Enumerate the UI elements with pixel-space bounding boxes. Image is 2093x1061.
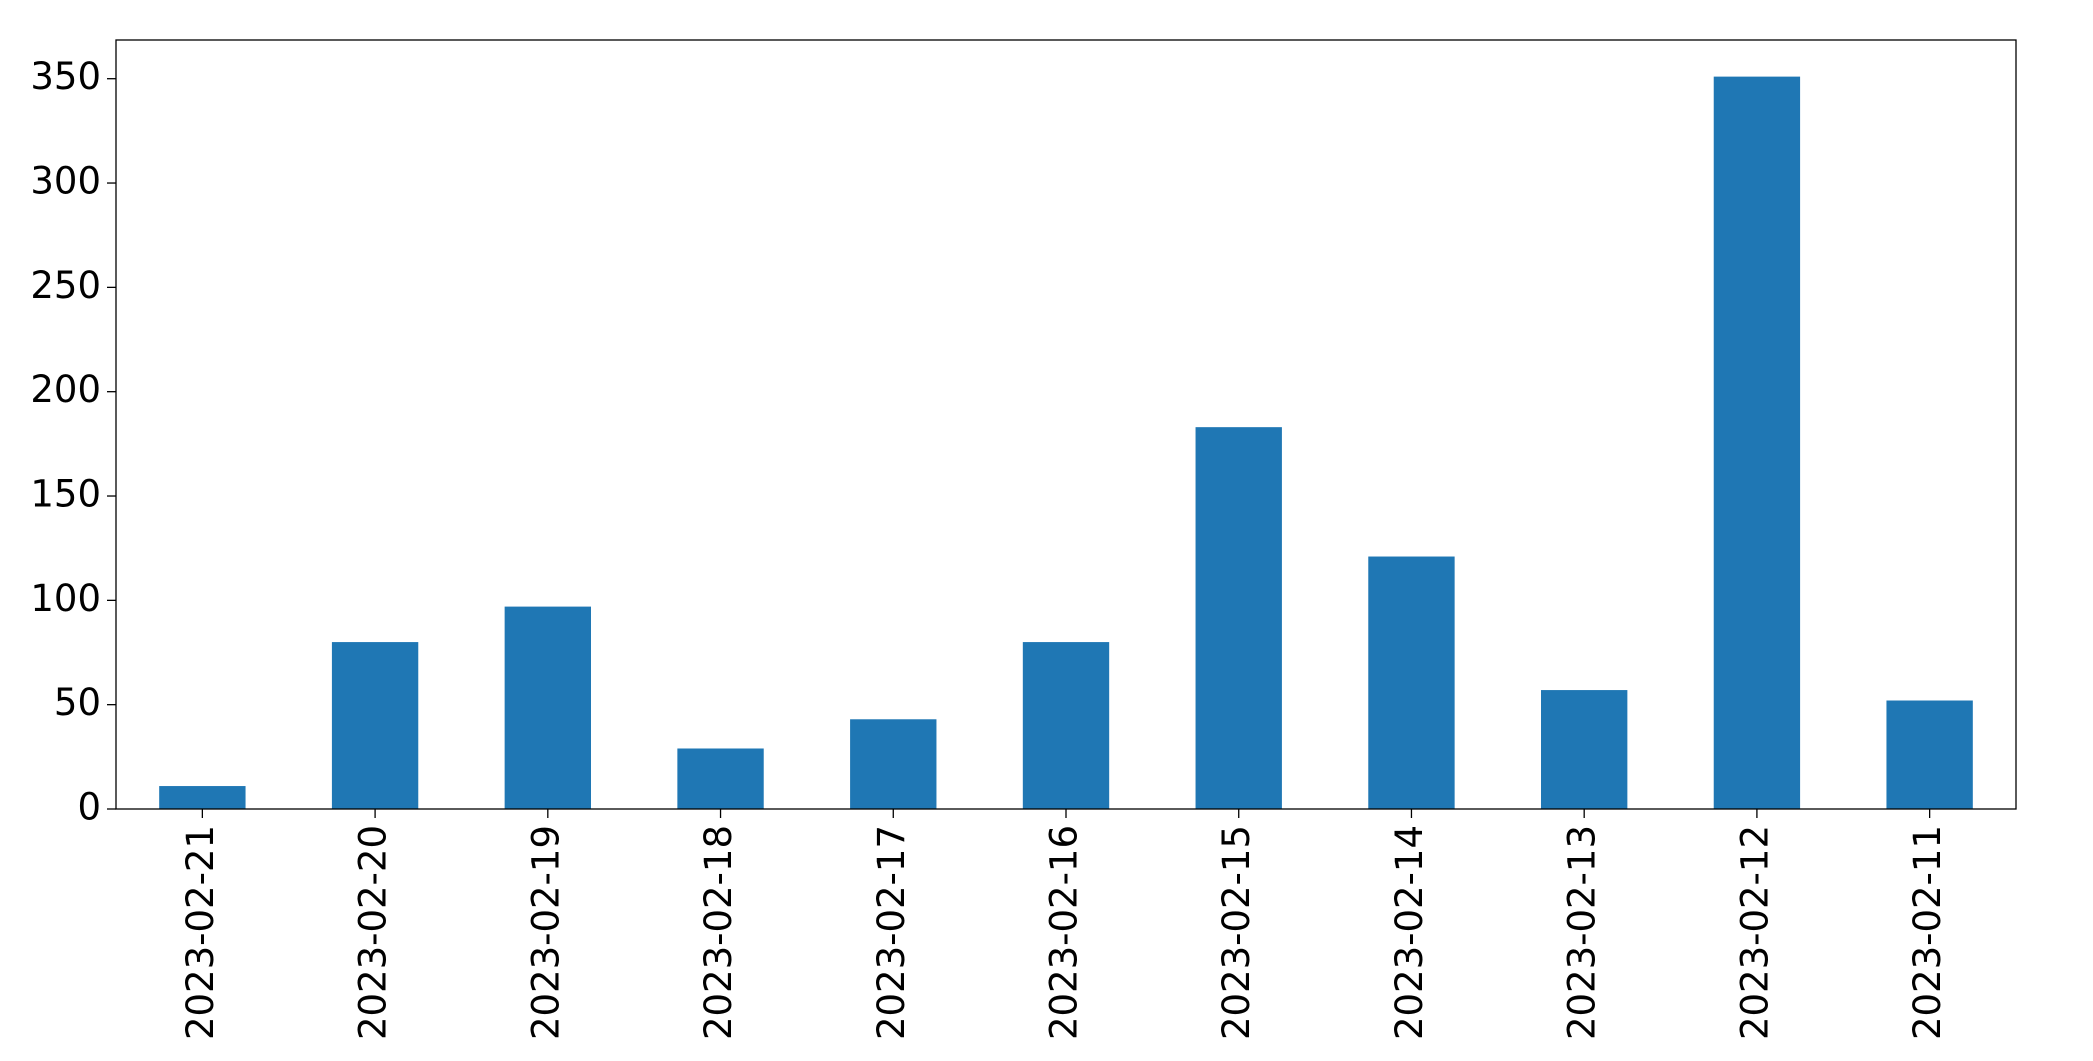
y-tick-label: 350 <box>30 55 101 98</box>
bar <box>677 748 764 809</box>
bar <box>1368 556 1455 809</box>
bar <box>1022 642 1110 809</box>
bar <box>850 719 937 809</box>
y-tick-label: 200 <box>30 368 101 411</box>
y-tick-label: 300 <box>30 160 101 203</box>
bar <box>504 606 591 809</box>
x-tick-label: 2023-02-15 <box>1215 825 1258 1040</box>
bar <box>1195 427 1282 809</box>
x-tick-label: 2023-02-14 <box>1388 825 1431 1040</box>
x-tick-label: 2023-02-17 <box>870 825 913 1040</box>
y-tick-label: 150 <box>30 473 101 516</box>
x-tick-label: 2023-02-21 <box>179 825 222 1040</box>
x-tick-label: 2023-02-20 <box>352 825 395 1040</box>
x-tick-label: 2023-02-13 <box>1561 825 1604 1040</box>
y-tick-label: 50 <box>54 681 101 724</box>
x-tick-label: 2023-02-12 <box>1733 825 1776 1040</box>
bar <box>1886 700 1973 809</box>
bar <box>1713 76 1801 810</box>
x-tick-label: 2023-02-18 <box>697 825 740 1040</box>
x-tick-label: 2023-02-16 <box>1043 825 1086 1040</box>
bar <box>331 642 419 809</box>
plot-frame <box>115 39 2017 810</box>
y-tick-label: 0 <box>77 786 101 829</box>
bar <box>1541 690 1628 809</box>
bar <box>159 786 246 809</box>
y-tick-label: 250 <box>30 264 101 307</box>
x-tick-label: 2023-02-11 <box>1906 825 1949 1040</box>
y-tick-label: 100 <box>30 577 101 620</box>
x-tick-label: 2023-02-19 <box>524 825 567 1040</box>
